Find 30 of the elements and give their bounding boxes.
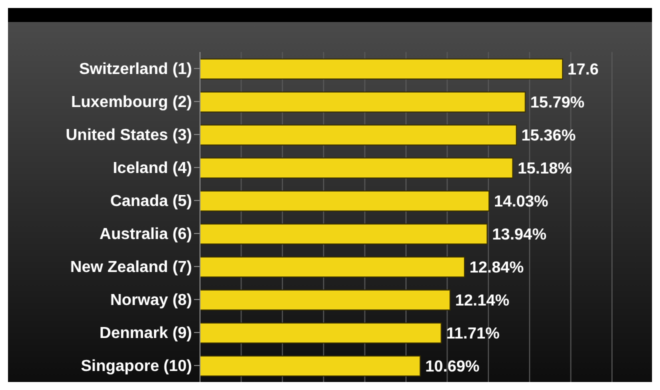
bar (200, 124, 517, 146)
y-tick-label: Iceland (4) (112, 160, 192, 178)
bar (200, 224, 488, 244)
bar (200, 322, 442, 344)
data-label: 15.36% (521, 128, 576, 145)
data-label: 14.03% (494, 194, 548, 211)
bar (200, 256, 466, 278)
y-tick-label: Singapore (10) (80, 358, 192, 376)
data-label: 13.94% (492, 226, 546, 244)
bar (200, 58, 564, 80)
y-tick-label: Denmark (9) (100, 325, 192, 342)
y-tick-label: United States (3) (66, 127, 192, 144)
bar (200, 356, 421, 376)
data-label: 17.6 (568, 62, 599, 79)
y-tick-label: Norway (8) (110, 292, 192, 310)
data-label: 15.79% (530, 94, 585, 112)
y-tick-label: Luxembourg (2) (71, 94, 192, 112)
data-label: 12.84% (470, 260, 524, 277)
y-tick-label: Switzerland (1) (79, 61, 192, 78)
data-label: 11.71% (446, 326, 500, 343)
bar (200, 158, 514, 178)
bar (200, 92, 526, 112)
bar (200, 290, 451, 310)
y-tick-label: Canada (5) (110, 193, 192, 210)
y-tick-label: Australia (6) (100, 226, 192, 244)
data-label: 12.14% (455, 292, 510, 310)
data-label: 15.18% (518, 160, 572, 178)
y-tick-label: New Zealand (7) (70, 259, 192, 276)
bar (200, 190, 490, 212)
data-label: 10.69% (425, 358, 480, 376)
